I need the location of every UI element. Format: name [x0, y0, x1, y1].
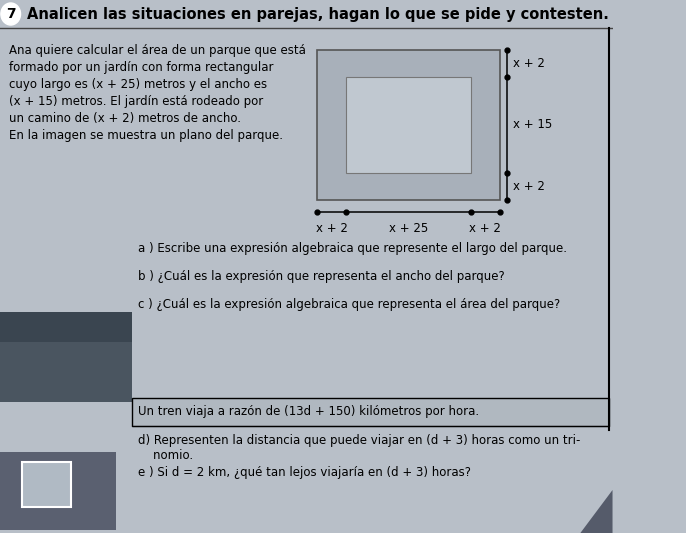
- Text: b ) ¿Cuál es la expresión que representa el ancho del parque?: b ) ¿Cuál es la expresión que representa…: [139, 270, 505, 283]
- Text: Analicen las situaciones en parejas, hagan lo que se pide y contesten.: Analicen las situaciones en parejas, hag…: [27, 6, 608, 21]
- Text: 7: 7: [6, 7, 16, 21]
- Text: Ana quiere calcular el área de un parque que está: Ana quiere calcular el área de un parque…: [9, 44, 306, 57]
- Text: un camino de (x + 2) metros de ancho.: un camino de (x + 2) metros de ancho.: [9, 112, 241, 125]
- Text: x + 25: x + 25: [389, 222, 428, 235]
- Text: x + 2: x + 2: [512, 57, 545, 70]
- Text: x + 2: x + 2: [316, 222, 348, 235]
- Text: Un tren viaja a razón de (13d + 150) kilómetros por hora.: Un tren viaja a razón de (13d + 150) kil…: [139, 406, 480, 418]
- Text: nomio.: nomio.: [139, 449, 193, 462]
- Text: a ) Escribe una expresión algebraica que represente el largo del parque.: a ) Escribe una expresión algebraica que…: [139, 242, 567, 255]
- Text: x + 2: x + 2: [469, 222, 501, 235]
- Bar: [0, 312, 132, 402]
- Text: formado por un jardín con forma rectangular: formado por un jardín con forma rectangu…: [9, 61, 274, 74]
- Text: (x + 15) metros. El jardín está rodeado por: (x + 15) metros. El jardín está rodeado …: [9, 95, 263, 108]
- Bar: [0, 452, 116, 530]
- Text: x + 15: x + 15: [512, 118, 552, 132]
- Bar: [0, 312, 132, 342]
- Text: e ) Si d = 2 km, ¿qué tan lejos viajaría en (d + 3) horas?: e ) Si d = 2 km, ¿qué tan lejos viajaría…: [139, 466, 471, 479]
- Bar: [23, 462, 71, 507]
- Bar: [346, 77, 471, 173]
- Text: d) Representen la distancia que puede viajar en (d + 3) horas como un tri-: d) Representen la distancia que puede vi…: [139, 434, 581, 447]
- Bar: [317, 50, 500, 200]
- Text: c ) ¿Cuál es la expresión algebraica que representa el área del parque?: c ) ¿Cuál es la expresión algebraica que…: [139, 298, 560, 311]
- Bar: [132, 398, 609, 426]
- Polygon shape: [580, 490, 613, 533]
- Text: En la imagen se muestra un plano del parque.: En la imagen se muestra un plano del par…: [9, 129, 283, 142]
- Circle shape: [1, 3, 21, 25]
- Bar: [317, 50, 500, 200]
- Text: cuyo largo es (x + 25) metros y el ancho es: cuyo largo es (x + 25) metros y el ancho…: [9, 78, 267, 91]
- Bar: [346, 77, 471, 173]
- Text: x + 2: x + 2: [512, 180, 545, 193]
